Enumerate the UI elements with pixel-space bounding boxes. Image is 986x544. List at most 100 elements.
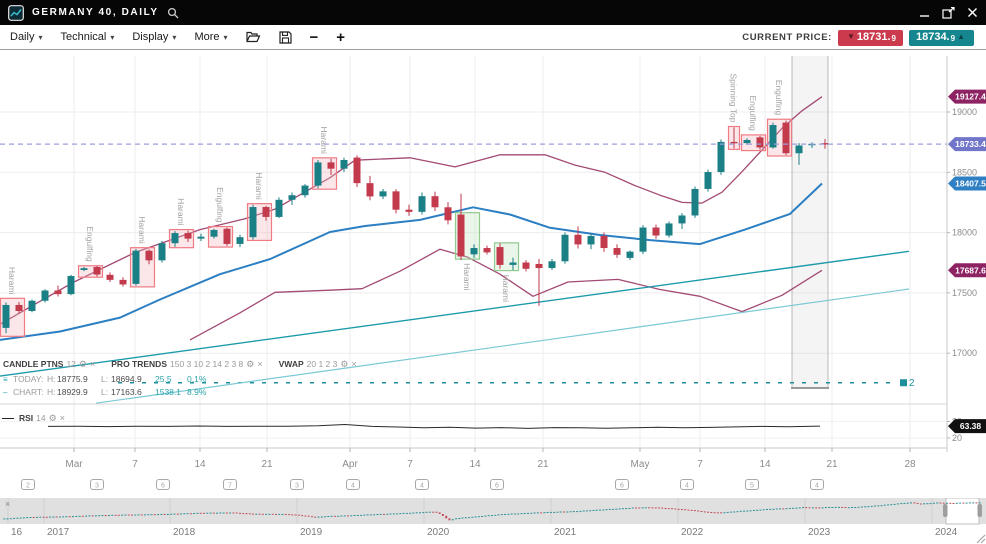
navigator-strip	[0, 498, 986, 525]
indicator-candle-patterns[interactable]: CANDLE PTNS 12 ⚙ ×	[3, 359, 95, 369]
candle	[119, 279, 127, 285]
candle	[392, 191, 400, 210]
svg-text:2: 2	[909, 378, 915, 389]
save-icon[interactable]	[278, 30, 292, 44]
pattern-label: Harami	[7, 267, 17, 295]
lower-band	[189, 248, 823, 341]
year-label: 2019	[300, 527, 323, 538]
event-icon[interactable]: 7	[223, 479, 237, 490]
remove-icon[interactable]: ×	[257, 358, 263, 369]
event-icon[interactable]: 6	[615, 479, 629, 490]
navigator-selection-window[interactable]	[945, 498, 980, 525]
low-label: L:	[101, 374, 109, 384]
candle	[626, 251, 634, 258]
zoom-in-button[interactable]: +	[336, 28, 346, 46]
event-icon[interactable]: 4	[415, 479, 429, 490]
gear-icon[interactable]: ⚙	[78, 358, 87, 369]
chart-area[interactable]: 2 Harami Engulfing Harami Harami Engulfing Har…	[0, 50, 986, 492]
svg-text:3: 3	[95, 482, 99, 489]
resize-corner-icon[interactable]	[976, 534, 986, 544]
candle	[691, 188, 699, 216]
candle	[327, 162, 335, 169]
indicator-name: PRO TRENDS	[111, 359, 167, 369]
event-icon[interactable]: 2	[21, 479, 35, 490]
remove-icon[interactable]: ×	[90, 358, 96, 369]
indicator-vwap[interactable]: VWAP 20 1 2 3 ⚙ ×	[279, 359, 357, 369]
event-icon[interactable]: 5	[745, 479, 759, 490]
remove-icon[interactable]: ×	[351, 358, 357, 369]
menu-more[interactable]: More ▾	[194, 31, 227, 43]
candle	[28, 300, 36, 311]
gear-icon[interactable]: ⚙	[246, 358, 255, 369]
remove-icon[interactable]: ×	[59, 412, 65, 423]
pattern-label: Harami	[176, 198, 186, 226]
history-navigator[interactable]: 16 2017 2018 2019 2020 2021 2022 2023 2024 ×	[0, 498, 986, 544]
gear-icon[interactable]: ⚙	[48, 412, 57, 423]
event-icon[interactable]: 3	[290, 479, 304, 490]
popout-icon[interactable]	[942, 6, 955, 19]
rsi-line	[47, 423, 821, 429]
search-icon[interactable]	[167, 7, 179, 19]
indicator-rsi[interactable]: RSI 14 ⚙ ×	[2, 413, 65, 423]
close-icon[interactable]	[967, 7, 978, 18]
candle	[418, 196, 426, 212]
navigator-svg[interactable]: 16 2017 2018 2019 2020 2021 2022 2023 2024	[0, 498, 986, 544]
event-icon[interactable]: 6	[490, 479, 504, 490]
candle	[509, 262, 517, 265]
gear-icon[interactable]: ⚙	[340, 358, 349, 369]
svg-text:6: 6	[620, 482, 624, 489]
pattern-label: Engulfing	[774, 80, 784, 116]
navigator-close-icon[interactable]: ×	[5, 499, 11, 509]
candle	[535, 263, 543, 269]
pattern-label: Harami	[254, 172, 264, 200]
menu-technical[interactable]: Technical ▾	[60, 31, 114, 43]
navigator-handles[interactable]	[943, 504, 982, 517]
svg-text:17500: 17500	[952, 288, 977, 298]
event-icon[interactable]: 6	[156, 479, 170, 490]
current-price-label: CURRENT PRICE:	[742, 32, 832, 43]
main-chart-svg[interactable]: 2 Harami Engulfing Harami Harami Engulfing Har…	[0, 50, 986, 492]
navigator-left-handle[interactable]	[943, 504, 948, 517]
app-logo-icon	[8, 4, 24, 21]
time-axis: Mar 7 14 21 Apr 7 14 21 May 7 14 21 28	[65, 448, 916, 470]
pattern-box	[77, 265, 104, 278]
event-icon[interactable]: 4	[680, 479, 694, 490]
zoom-out-button[interactable]: −	[309, 28, 319, 46]
menu-technical-label: Technical	[60, 31, 107, 43]
open-folder-icon[interactable]	[245, 31, 261, 43]
buy-price-button[interactable]: 18734. 9 ▲	[908, 29, 974, 46]
candle	[340, 159, 348, 169]
chevron-down-icon: ▾	[223, 32, 228, 42]
today-stats-row: ≡ TODAY: H: 18775.9 L: 18694.9 25.5 0.1%	[3, 373, 219, 386]
arrow-down-icon: ▼	[846, 32, 855, 41]
candle	[587, 235, 595, 245]
candle	[236, 237, 244, 244]
navigator-right-handle[interactable]	[977, 504, 983, 517]
chart-label: CHART:	[13, 387, 44, 397]
rsi-line-sample	[2, 417, 14, 419]
svg-text:19127.4: 19127.4	[955, 92, 986, 102]
indicator-params: 150 3 10 2 14 2 3 8	[170, 359, 244, 369]
candle	[431, 196, 439, 208]
menu-display[interactable]: Display ▾	[132, 31, 176, 43]
candle	[275, 199, 283, 217]
candle	[457, 214, 465, 257]
event-icon[interactable]: 4	[346, 479, 360, 490]
candle	[80, 268, 88, 270]
candle	[249, 207, 257, 238]
time-axis-label: Mar	[65, 459, 83, 470]
event-icon[interactable]: 4	[810, 479, 824, 490]
pattern-label: Harami	[501, 275, 511, 303]
candle	[353, 157, 361, 184]
current-session-region	[791, 56, 829, 389]
candle	[41, 290, 49, 301]
today-high-value: 18775.9	[57, 374, 88, 384]
minimize-icon[interactable]	[919, 7, 930, 18]
event-icon[interactable]: 3	[90, 479, 104, 490]
indicator-pro-trends[interactable]: PRO TRENDS 150 3 10 2 14 2 3 8 ⚙ ×	[111, 359, 262, 369]
indicator-params: 20 1 2 3	[306, 359, 338, 369]
sell-price-button[interactable]: ▼ 18731. 9	[837, 29, 903, 46]
time-axis-label: 14	[759, 459, 771, 470]
trend-line-1	[0, 250, 910, 377]
menu-daily[interactable]: Daily ▾	[10, 31, 42, 43]
